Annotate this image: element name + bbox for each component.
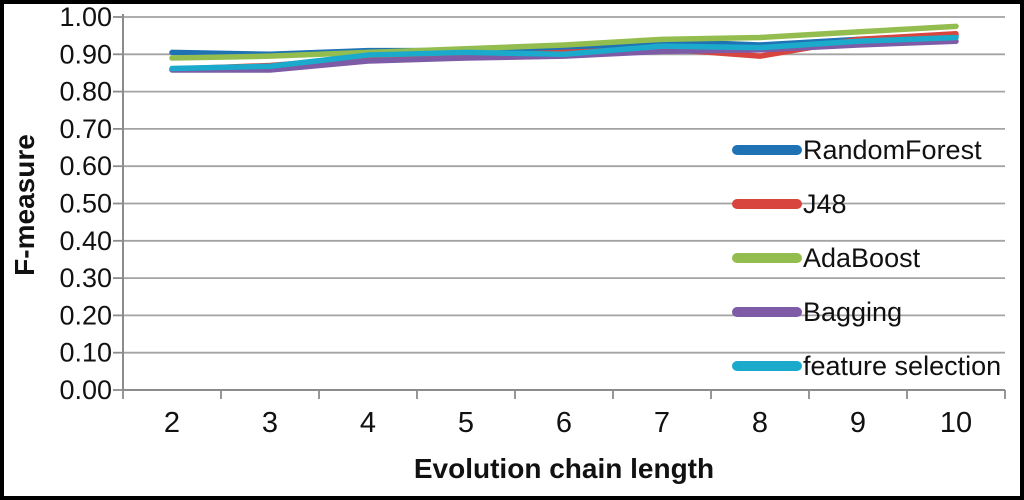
axes — [113, 14, 1006, 399]
y-tick-label-0.70: 0.70 — [59, 114, 112, 144]
legend-label-adaboost: AdaBoost — [803, 243, 921, 273]
y-tick-label-0.30: 0.30 — [59, 263, 112, 293]
y-tick-label-0.10: 0.10 — [59, 338, 112, 368]
x-axis-title: Evolution chain length — [414, 453, 714, 484]
x-tick-label-4: 4 — [360, 407, 376, 439]
x-tick-label-3: 3 — [262, 407, 278, 439]
data-series — [169, 23, 959, 73]
legend-label-j48: J48 — [803, 189, 847, 219]
line-chart: 0.00 0.10 0.20 0.30 0.40 0.50 0.60 0.70 0.80 0.90… — [9, 4, 1006, 484]
series-line-adaboost — [169, 23, 959, 61]
x-tick-label-9: 9 — [850, 407, 866, 439]
y-tick-label-0.20: 0.20 — [59, 300, 112, 330]
y-axis-title: F-measure — [9, 134, 40, 276]
legend-label-randomforest: RandomForest — [803, 135, 982, 165]
y-tick-label-0.90: 0.90 — [59, 39, 112, 69]
legend-item-bagging: Bagging — [732, 297, 902, 327]
legend-item-adaboost: AdaBoost — [732, 243, 921, 273]
y-tick-label-0.40: 0.40 — [59, 226, 112, 256]
legend-item-j48: J48 — [732, 189, 847, 219]
x-tick-label-6: 6 — [556, 407, 572, 439]
y-tick-label-1.00: 1.00 — [59, 4, 112, 32]
x-tick-label-5: 5 — [458, 407, 474, 439]
x-tick-labels: 2 3 4 5 6 7 8 9 10 — [164, 407, 972, 439]
series-line-feature-selection — [169, 34, 959, 72]
y-tick-labels: 0.00 0.10 0.20 0.30 0.40 0.50 0.60 0.70 0.80 0.90… — [59, 4, 112, 405]
y-tick-label-0.00: 0.00 — [59, 375, 112, 405]
gridlines — [123, 16, 1005, 391]
x-tick-label-10: 10 — [940, 407, 972, 439]
legend-item-feature-selection: feature selection — [732, 351, 1001, 381]
legend-label-feature-selection: feature selection — [803, 351, 1001, 381]
y-tick-label-0.60: 0.60 — [59, 151, 112, 181]
y-tick-label-0.50: 0.50 — [59, 189, 112, 219]
x-tick-label-7: 7 — [654, 407, 670, 439]
x-tick-label-2: 2 — [164, 407, 180, 439]
x-tick-label-8: 8 — [752, 407, 768, 439]
legend: RandomForest J48 AdaBoost Bagging feature se… — [732, 135, 1001, 381]
y-tick-label-0.80: 0.80 — [59, 77, 112, 107]
legend-label-bagging: Bagging — [803, 297, 902, 327]
legend-item-randomforest: RandomForest — [732, 135, 982, 165]
